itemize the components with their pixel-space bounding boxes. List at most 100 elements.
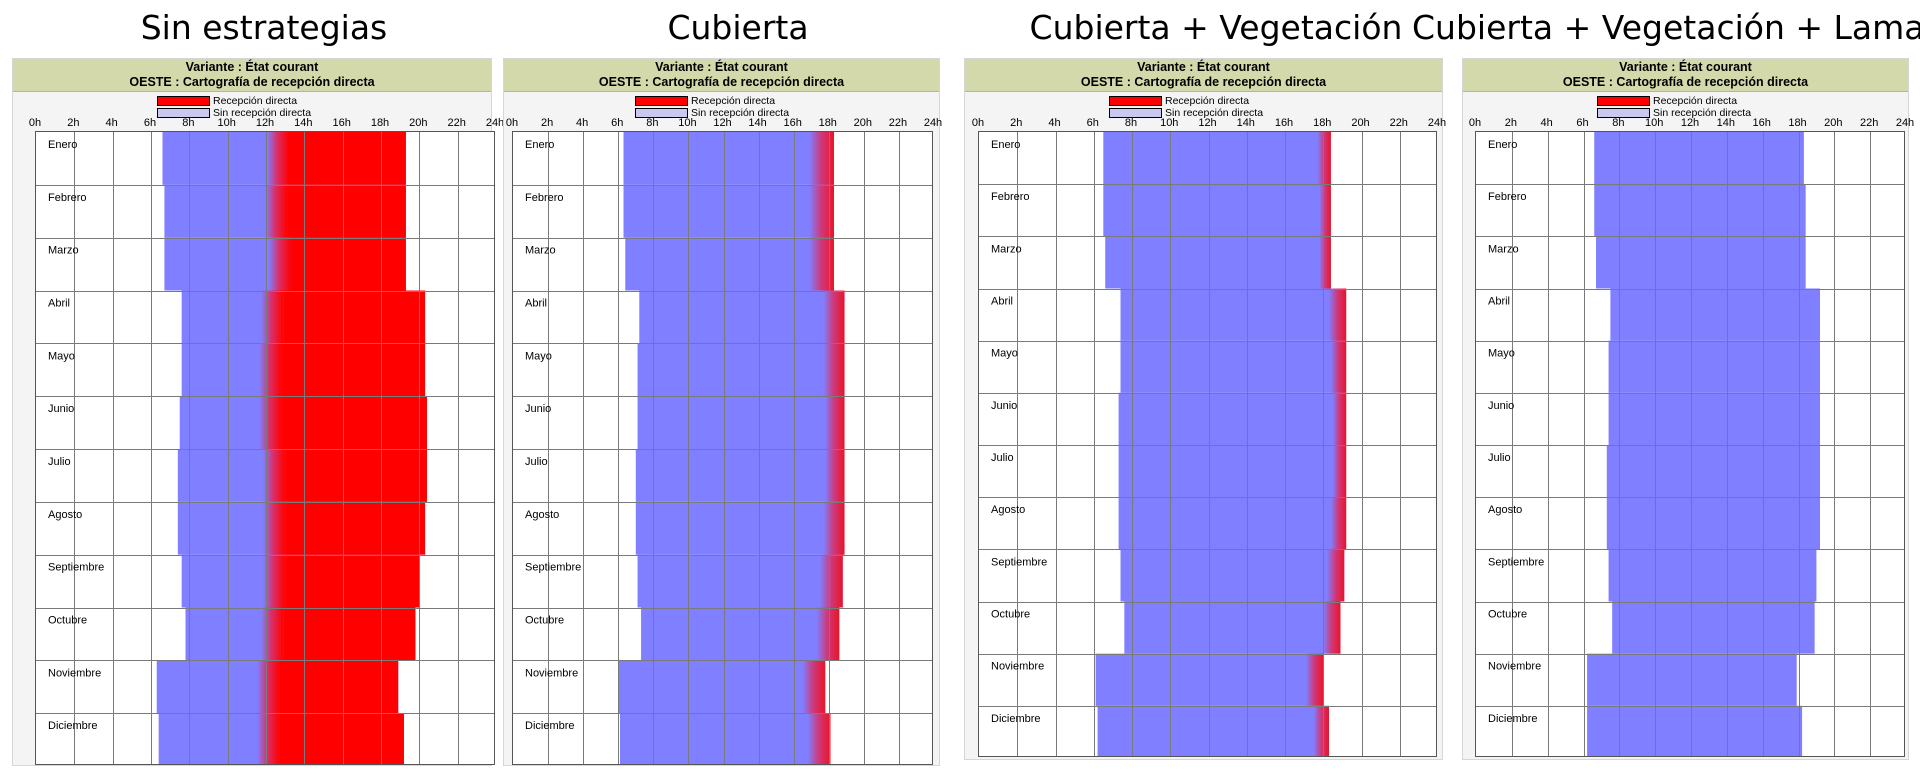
direct-band [807,713,831,764]
month-label: Mayo [991,348,1018,360]
direct-band [279,713,404,764]
chart-header: Variante : État courant OESTE : Cartograf… [13,59,491,92]
month-label: Mayo [525,350,552,362]
direct-band [1313,705,1329,756]
heatmap-svg: Enero Febrero Marzo Abril Mayo Junio Julio Agos… [979,132,1436,756]
x-tick-label: 6h [1086,117,1099,129]
x-tick-label: 20h [1824,117,1843,129]
month-label: Diciembre [991,713,1041,725]
month-label: Junio [48,403,74,415]
direct-transition [257,713,280,764]
direct-band [283,290,426,344]
x-tick-label: 20h [409,117,428,129]
month-label: Octubre [48,615,87,627]
no-direct-band [1606,497,1820,550]
direct-transition [267,132,289,185]
x-tick-label: 14h [294,117,313,129]
legend-swatch-no-direct [1109,108,1162,118]
x-tick-label: 8h [1124,117,1138,129]
month-label: Abril [991,296,1013,308]
x-tick-label: 16h [783,117,802,129]
no-direct-band [1118,497,1347,550]
x-tick-label: 2h [540,117,554,129]
x-tick-label: 4h [576,117,589,129]
x-tick-label: 2h [1010,117,1023,129]
legend-swatch-no-direct [635,108,688,118]
month-label: Febrero [525,192,564,204]
x-tick-label: 18h [818,117,837,129]
chart-subtitle: OESTE : Cartografía de recepción directa [1080,75,1327,89]
month-label: Enero [1488,139,1517,151]
heatmap-svg: Enero Febrero Marzo Abril Mayo Junio Julio Agos… [1476,132,1904,756]
x-tick-label: 12h [1198,117,1217,129]
month-label: Septiembre [1488,556,1544,568]
month-label: Junio [991,400,1017,412]
legend-item-direct: Recepción directa [1597,95,1797,107]
panel-caption: Sin estrategias [140,8,388,47]
x-tick-label: 16h [1274,117,1294,129]
no-direct-band [1608,549,1817,602]
no-direct-band [637,396,845,449]
direct-band [1332,392,1347,445]
direct-band [285,554,420,608]
chart-panel: Variante : État courant OESTE : Cartograf… [964,58,1446,760]
x-tick-label: 8h [182,117,195,129]
legend-label-no-direct: Sin recepción directa [691,107,790,119]
month-label: Marzo [48,245,79,257]
direct-band [290,237,406,291]
month-label: Octubre [991,609,1030,621]
no-direct-band [1103,184,1331,237]
month-label: Febrero [48,192,87,204]
direct-band [1332,445,1347,498]
direct-band [285,449,427,502]
chart-title: Variante : État courant [655,60,788,74]
x-tick-label: 6h [1576,117,1589,129]
direct-band [279,660,399,714]
x-tick-label: 24h [923,117,943,129]
no-direct-band [1105,236,1331,289]
x-tick-label: 4h [105,117,118,129]
no-direct-band [1120,549,1345,602]
x-tick-label: 24h [1895,117,1915,129]
chart-panel: Variante : État courant OESTE : Cartograf… [503,58,943,766]
month-label: Diciembre [1488,713,1538,725]
x-tick-label: 14h [1716,117,1736,129]
direct-transition [259,396,282,449]
direct-band [823,290,845,344]
direct-band [289,132,406,185]
direct-band [1319,184,1331,237]
x-tick-label: 8h [646,117,659,129]
x-tick-label: 10h [678,117,697,129]
chart-header: Variante : État courant OESTE : Cartograf… [965,59,1442,92]
x-tick-label: 18h [370,117,390,129]
month-label: Abril [525,298,547,310]
direct-transition [263,501,286,555]
x-tick-label: 6h [611,117,624,129]
x-tick-label: 0h [1468,117,1482,129]
month-label: Marzo [991,243,1022,255]
direct-transition [263,554,286,608]
legend-item-no-direct: Sin recepción directa [1597,107,1797,119]
direct-transition [265,184,288,238]
direct-band [809,132,835,185]
x-tick-label: 22h [888,117,908,129]
x-tick-label: 20h [853,117,873,129]
legend-swatch-direct [1109,96,1162,106]
direct-band [287,184,406,238]
month-label: Noviembre [991,661,1044,673]
no-direct-band [1587,705,1803,756]
chart-header: Variante : État courant OESTE : Cartograf… [504,59,939,92]
month-label: Septiembre [991,556,1047,568]
no-direct-band [635,501,845,555]
month-label: Octubre [525,615,564,627]
legend-item-no-direct: Sin recepción directa [157,107,357,119]
month-label: Agosto [991,504,1025,516]
x-tick-label: 0h [971,117,985,129]
no-direct-band [618,660,826,714]
x-tick-label: 12h [255,117,275,129]
no-direct-band [1612,601,1815,654]
legend-item-direct: Recepción directa [1109,95,1309,107]
direct-band [825,449,845,502]
direct-band [1330,340,1347,393]
